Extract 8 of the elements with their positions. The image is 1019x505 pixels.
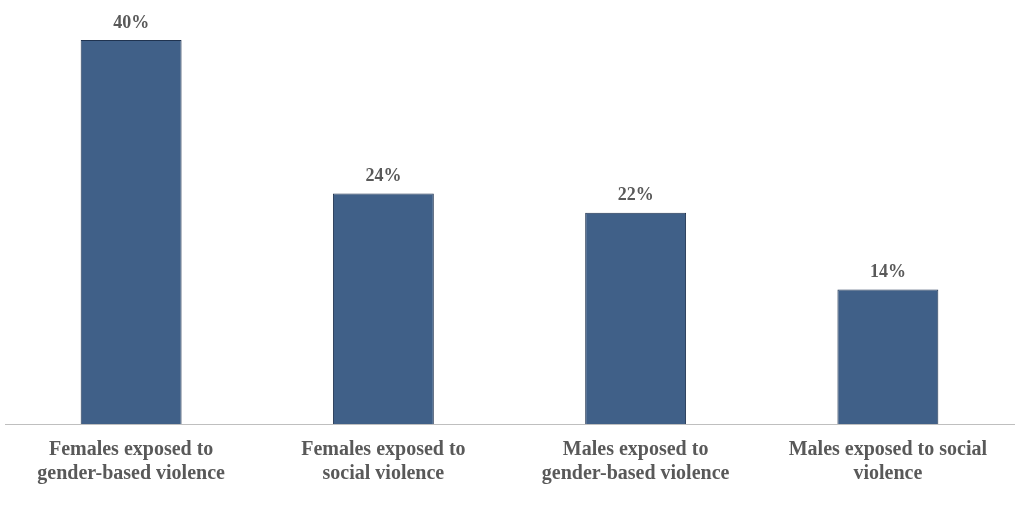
data-label: 40% [113, 11, 150, 32]
data-label: 24% [365, 165, 402, 186]
x-tick-label: Females exposed to gender-based violence [37, 437, 226, 485]
data-label: 22% [617, 184, 654, 205]
x-tick-label: Females exposed to social violence [301, 437, 466, 484]
x-tick-label: Males exposed to gender-based violence [541, 437, 730, 485]
data-label: 14% [869, 261, 906, 282]
x-tick-label: Males exposed to social violence [788, 437, 988, 484]
